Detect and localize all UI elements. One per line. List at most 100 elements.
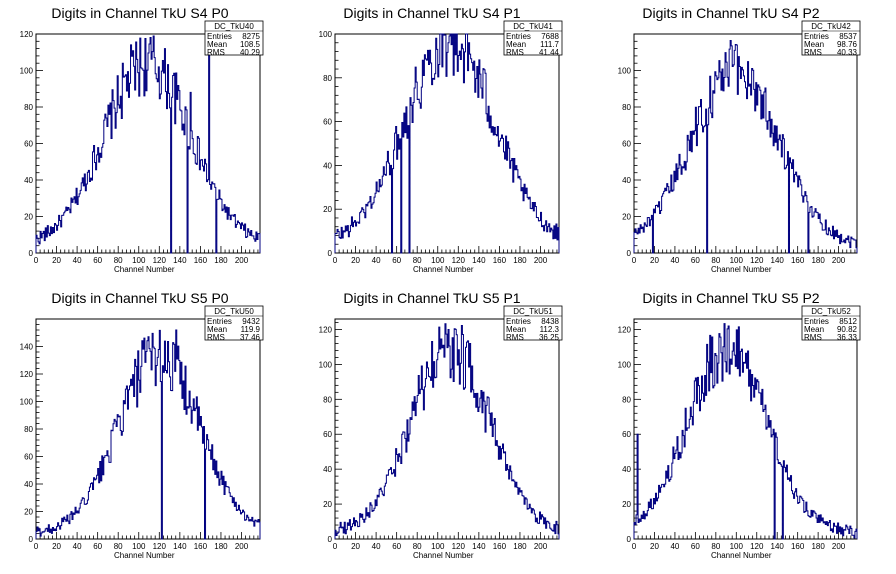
y-tick-label: 140 [20, 343, 34, 352]
x-tick-label: 60 [691, 542, 700, 551]
x-tick-label: 140 [771, 542, 785, 551]
x-tick-label: 0 [333, 256, 338, 265]
stats-label-rms: RMS [506, 48, 524, 57]
stats-label-rms: RMS [804, 48, 822, 57]
y-tick-label: 0 [328, 249, 333, 258]
y-tick-label: 0 [29, 535, 34, 544]
stats-label-rms: RMS [207, 333, 225, 342]
y-tick-label: 60 [622, 430, 631, 439]
x-tick-label: 40 [670, 256, 679, 265]
x-tick-label: 60 [93, 256, 102, 265]
x-tick-label: 100 [730, 542, 744, 551]
y-tick-label: 20 [323, 500, 332, 509]
stats-label-rms: RMS [506, 333, 524, 342]
x-tick-label: 200 [832, 542, 846, 551]
plot-frame [334, 318, 560, 540]
x-tick-label: 40 [372, 256, 381, 265]
histogram-series [35, 35, 261, 254]
x-tick-label: 200 [832, 256, 846, 265]
x-tick-label: 160 [194, 542, 208, 551]
stats-label-entries: Entries [207, 32, 232, 41]
x-tick-label: 180 [811, 542, 825, 551]
chart-title: Digits in Channel TkU S4 P2 [642, 5, 819, 21]
stats-label-mean: Mean [207, 325, 227, 334]
y-tick-label: 20 [622, 500, 631, 509]
stats-value-mean: 111.7 [540, 40, 559, 49]
stats-name: DC_TkU41 [513, 22, 553, 31]
stats-value-entries: 8275 [242, 32, 260, 41]
x-tick-label: 160 [194, 256, 208, 265]
x-tick-label: 120 [452, 256, 466, 265]
histogram-series [633, 40, 858, 254]
x-tick-label: 0 [632, 256, 637, 265]
y-tick-label: 60 [323, 430, 332, 439]
y-tick-label: 100 [319, 30, 333, 39]
stats-label-mean: Mean [506, 40, 526, 49]
y-tick-label: 80 [323, 395, 332, 404]
stats-value-entries: 8438 [541, 317, 559, 326]
x-tick-label: 140 [173, 542, 187, 551]
histogram-panel-5: Digits in Channel TkU S5 P2 0 20 40 60 80 100 1… [618, 290, 861, 560]
histogram-panel-3: Digits in Channel TkU S5 P0 0 20 40 60 80 100 1… [20, 290, 264, 560]
x-tick-label: 0 [632, 542, 637, 551]
x-axis-label: Channel Number [711, 551, 772, 560]
stats-box [801, 305, 861, 341]
stats-label-entries: Entries [506, 317, 531, 326]
x-tick-label: 140 [472, 256, 486, 265]
x-tick-label: 100 [431, 542, 445, 551]
stats-value-entries: 8537 [839, 32, 857, 41]
x-tick-label: 100 [132, 256, 146, 265]
stats-value-entries: 8512 [839, 317, 857, 326]
x-axis-label: Channel Number [413, 265, 474, 274]
y-tick-label: 20 [323, 205, 332, 214]
x-tick-label: 20 [52, 542, 61, 551]
y-tick-label: 40 [622, 465, 631, 474]
x-tick-label: 60 [392, 256, 401, 265]
stats-value-mean: 108.5 [240, 40, 261, 49]
x-tick-label: 180 [811, 256, 825, 265]
histogram-panel-2: Digits in Channel TkU S4 P2 0 20 40 60 80 100 1… [618, 5, 861, 274]
x-tick-label: 0 [34, 542, 39, 551]
y-tick-label: 20 [622, 213, 631, 222]
stats-label-entries: Entries [804, 317, 829, 326]
x-tick-label: 120 [750, 256, 764, 265]
x-tick-label: 0 [34, 256, 39, 265]
chart-title: Digits in Channel TkU S4 P1 [343, 5, 520, 21]
x-tick-label: 80 [114, 256, 123, 265]
x-tick-label: 0 [333, 542, 338, 551]
x-tick-label: 120 [153, 256, 167, 265]
y-tick-label: 60 [622, 140, 631, 149]
plot-frame [334, 33, 560, 254]
histogram-series [633, 323, 858, 540]
histogram-series [334, 33, 560, 254]
x-tick-label: 60 [392, 542, 401, 551]
x-tick-label: 120 [153, 542, 167, 551]
y-tick-label: 40 [24, 480, 33, 489]
x-tick-label: 180 [214, 256, 228, 265]
stats-label-mean: Mean [207, 40, 227, 49]
y-tick-label: 20 [24, 213, 33, 222]
x-tick-label: 180 [513, 542, 527, 551]
x-tick-label: 160 [791, 542, 805, 551]
x-tick-label: 40 [73, 256, 82, 265]
x-tick-label: 100 [132, 542, 146, 551]
y-tick-label: 0 [627, 535, 632, 544]
x-axis-label: Channel Number [413, 551, 474, 560]
x-tick-label: 200 [235, 256, 249, 265]
x-tick-label: 80 [711, 256, 720, 265]
y-tick-label: 120 [618, 325, 632, 334]
x-tick-label: 160 [493, 256, 507, 265]
plot-frame [633, 33, 858, 254]
x-axis-label: Channel Number [114, 551, 175, 560]
x-tick-label: 200 [534, 542, 548, 551]
x-tick-label: 20 [650, 542, 659, 551]
chart-title: Digits in Channel TkU S5 P0 [51, 290, 228, 306]
chart-title: Digits in Channel TkU S4 P0 [51, 5, 228, 21]
stats-value-rms: 37.46 [240, 333, 261, 342]
y-tick-label: 100 [618, 360, 632, 369]
stats-name: DC_TkU52 [811, 307, 851, 316]
x-tick-label: 200 [534, 256, 548, 265]
y-tick-label: 40 [323, 161, 332, 170]
y-tick-label: 80 [622, 103, 631, 112]
